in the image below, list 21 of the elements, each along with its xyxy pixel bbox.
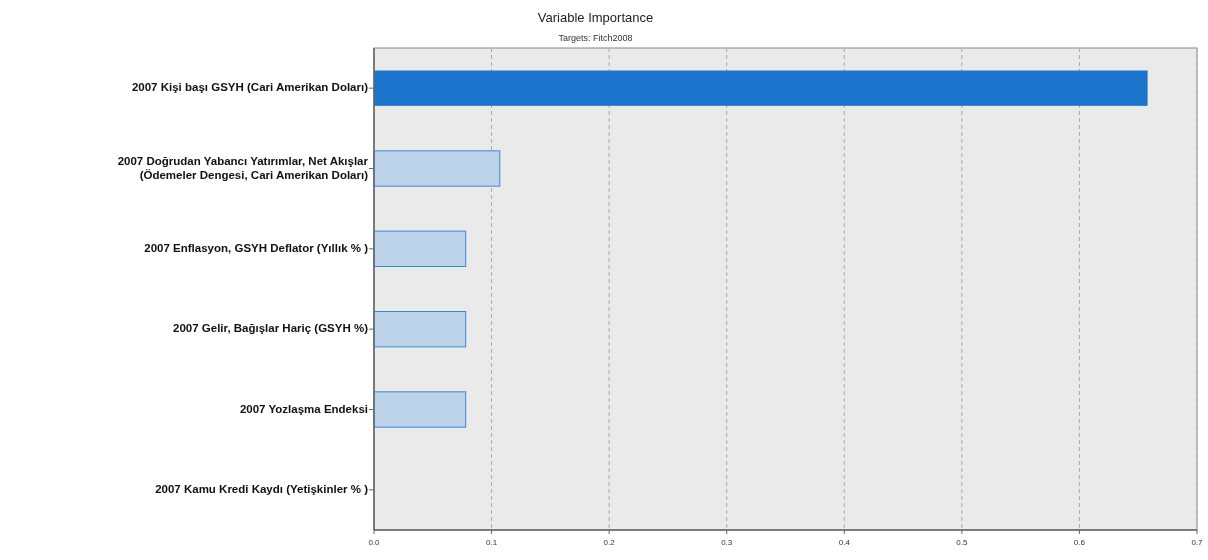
y-tick-label: 2007 Doğrudan Yabancı Yatırımlar, Net Akışlar (Ödemeler Dengesi, Cari Amerikan Doları) xyxy=(117,154,369,181)
y-tick-label: 2007 Kamu Kredi Kaydı (Yetişkinler % ) xyxy=(155,482,369,495)
x-tick-label: 0.6 xyxy=(1073,538,1086,547)
x-tick-label: 0.1 xyxy=(486,538,498,547)
x-tick-label: 0.4 xyxy=(838,538,851,547)
x-tick-label: 0.5 xyxy=(956,538,968,547)
bar xyxy=(373,230,467,268)
y-tick-label: 2007 Kişi başı GSYH (Cari Amerikan Doları) xyxy=(131,81,369,94)
y-tick-label: 2007 Yozlaşma Endeksi xyxy=(239,402,368,415)
bar xyxy=(373,391,467,428)
x-tick-label: 0.3 xyxy=(721,538,733,547)
y-tick-label: 2007 Gelir, Bağışlar Hariç (GSYH %) xyxy=(173,322,369,335)
y-tick-label: 2007 Enflasyon, GSYH Deflator (Yıllık % ) xyxy=(144,241,369,254)
bar xyxy=(374,70,1148,106)
x-tick-label: 0.7 xyxy=(1191,538,1204,547)
x-tick-label: 0.2 xyxy=(603,538,616,547)
chart-title: Variable Importance xyxy=(537,10,654,25)
x-tick-label: 0.0 xyxy=(368,538,381,547)
chart-subtitle: Targets: Fitch2008 xyxy=(558,33,633,43)
bar xyxy=(373,150,501,187)
bar xyxy=(373,310,467,348)
